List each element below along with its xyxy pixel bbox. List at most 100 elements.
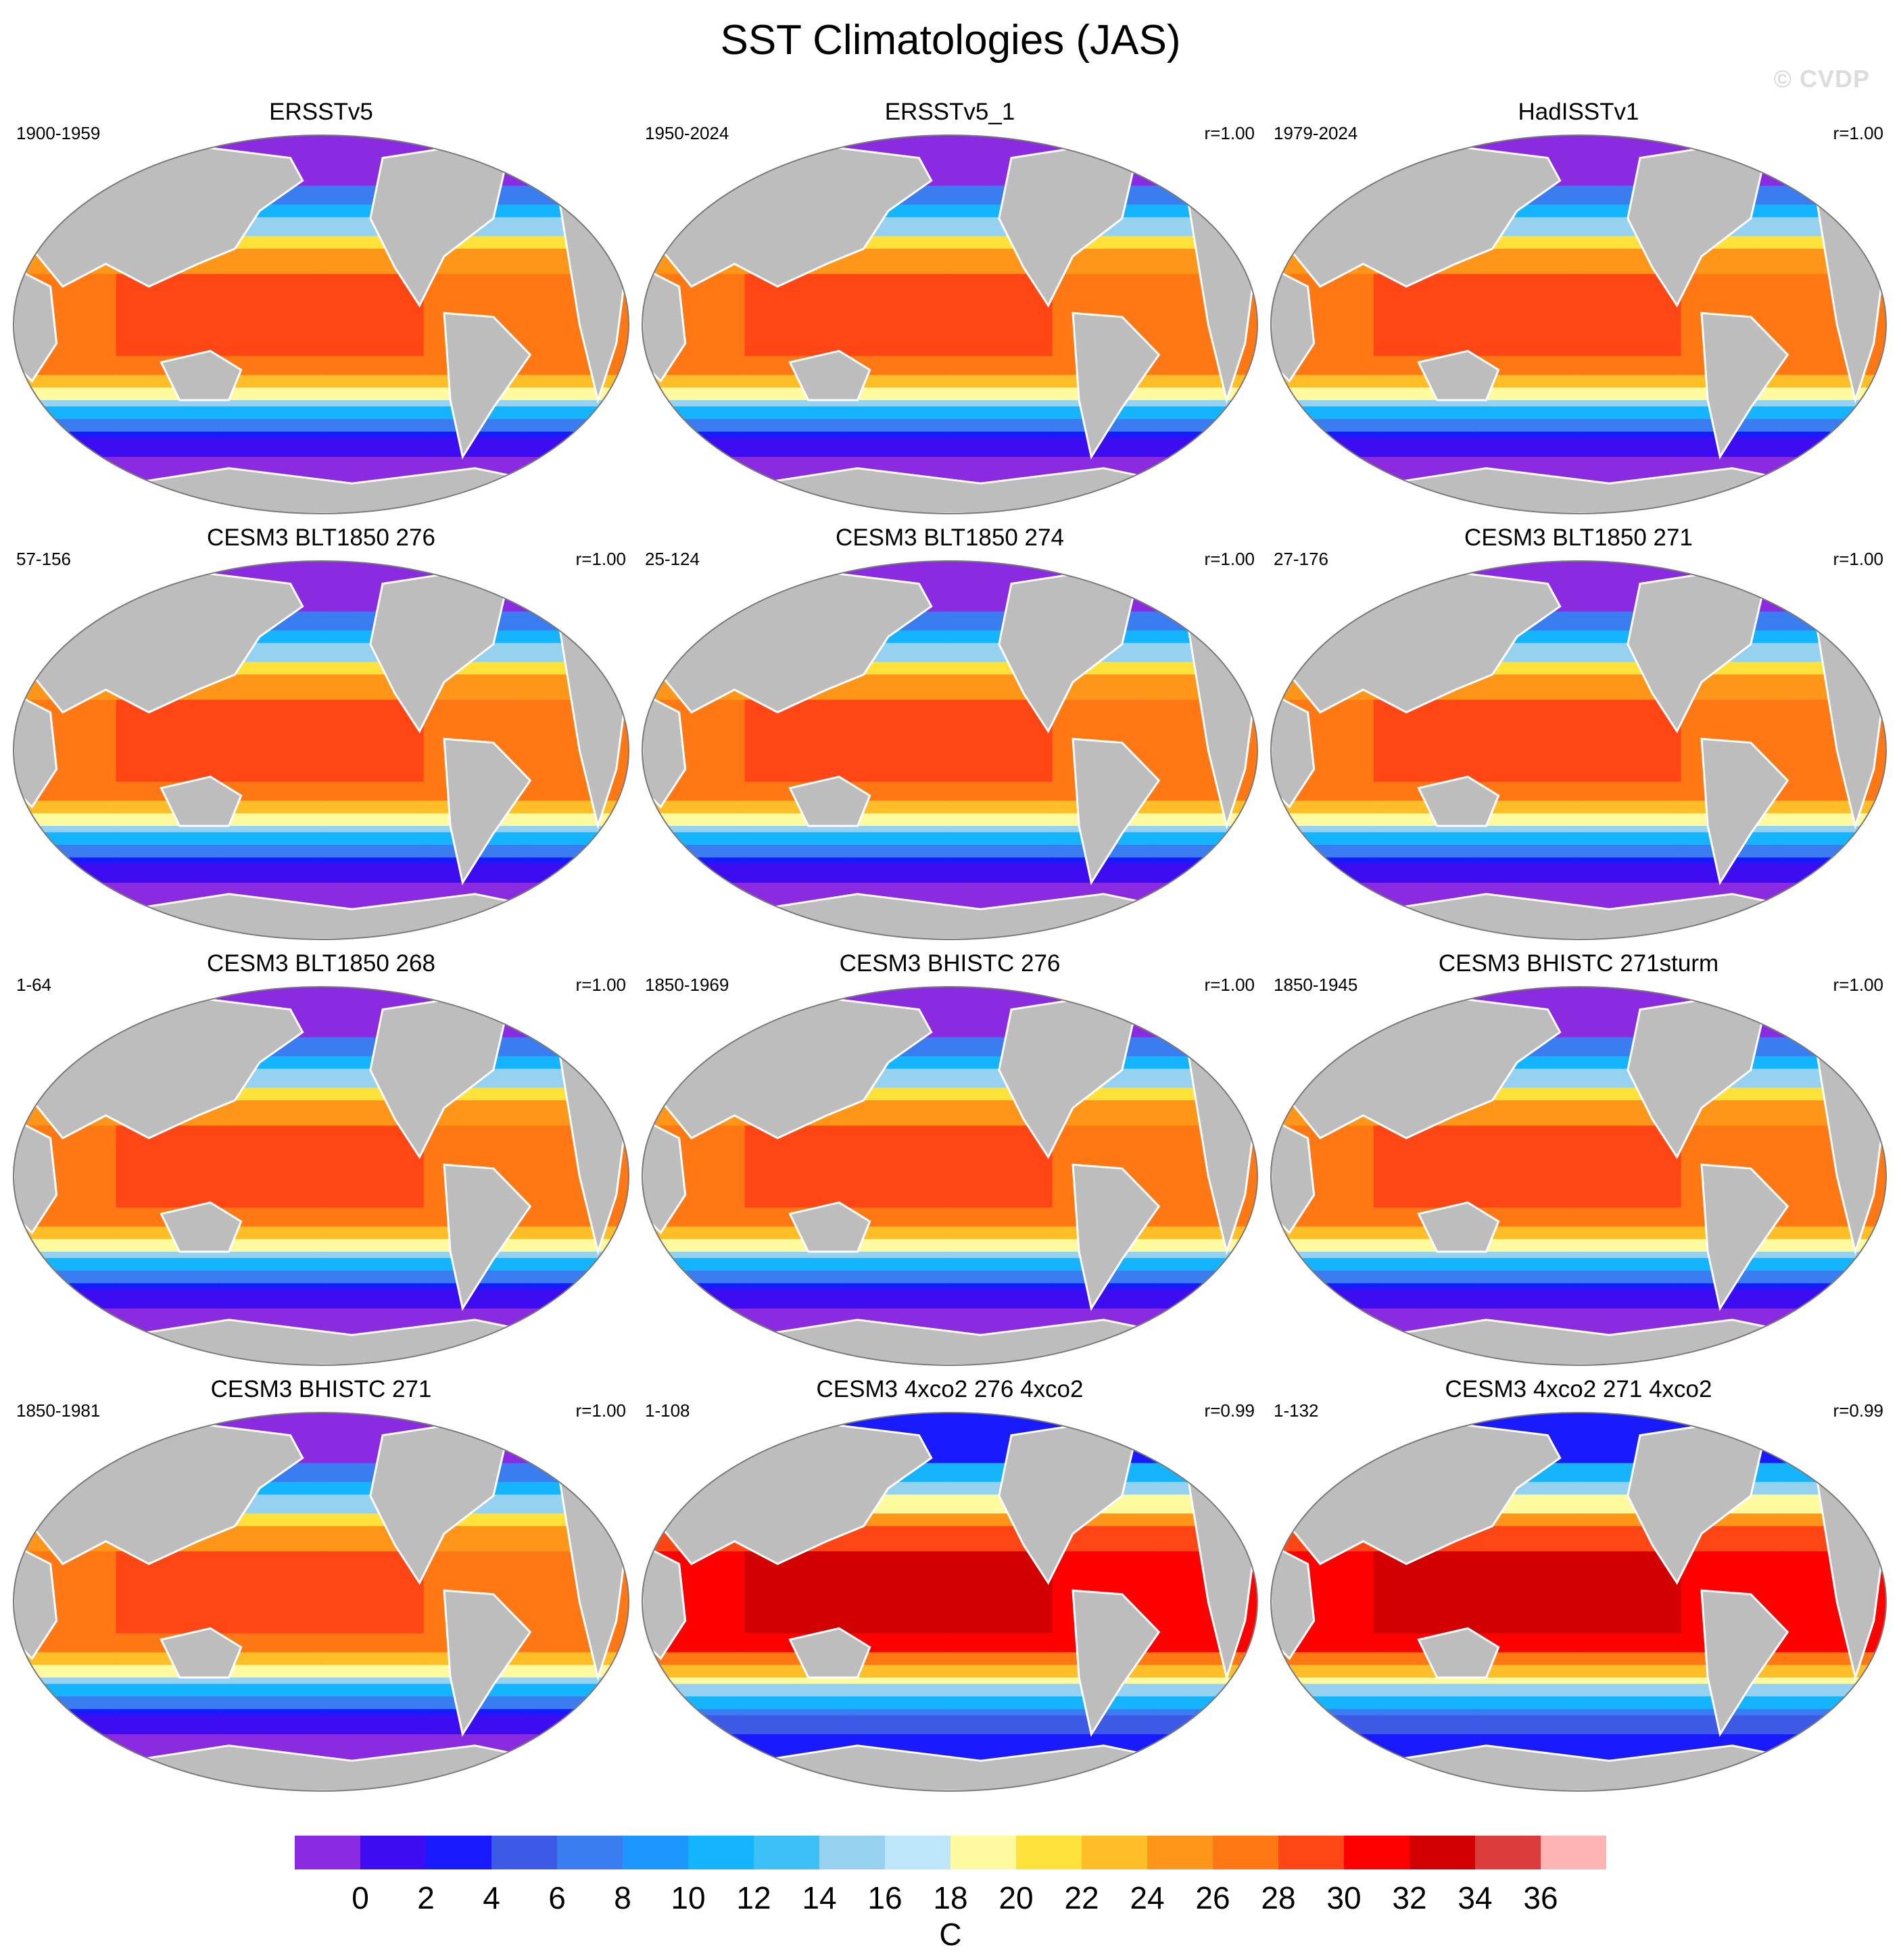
- sst-band: [1783, 1296, 1886, 1303]
- sst-band: [14, 819, 117, 827]
- sst-band: [218, 1182, 322, 1190]
- sst-band: [1155, 1006, 1257, 1013]
- sst-band: [642, 387, 746, 395]
- sst-band: [847, 305, 950, 313]
- sst-band: [14, 788, 117, 795]
- sst-band: [642, 743, 746, 751]
- sst-band: [1579, 255, 1682, 262]
- sst-band: [744, 1595, 848, 1602]
- sst-band: [1373, 393, 1477, 401]
- sst-band: [14, 933, 117, 939]
- sst-band: [1271, 1290, 1374, 1297]
- sst-band: [950, 1012, 1053, 1019]
- sst-band: [423, 712, 527, 720]
- sst-band: [950, 349, 1053, 357]
- sst-band: [1579, 1176, 1682, 1183]
- sst-band: [642, 1150, 746, 1158]
- sst-band: [218, 1119, 322, 1127]
- sst-band: [1783, 1327, 1886, 1335]
- sst-band: [321, 813, 425, 820]
- sst-band: [218, 1513, 322, 1521]
- sst-band: [526, 330, 629, 338]
- land-mass: [14, 266, 58, 383]
- sst-band: [1681, 255, 1785, 262]
- sst-band: [642, 173, 746, 180]
- sst-band: [218, 857, 322, 864]
- sst-band: [1373, 1702, 1477, 1710]
- sst-band: [642, 1233, 746, 1240]
- sst-band: [1476, 1138, 1579, 1146]
- sst-band: [642, 712, 746, 720]
- sst-band: [642, 293, 746, 300]
- sst-band: [14, 993, 117, 1000]
- sst-band: [1579, 1302, 1682, 1309]
- sst-band: [1271, 1696, 1374, 1704]
- sst-band: [950, 580, 1053, 587]
- sst-band: [847, 1621, 950, 1628]
- sst-band: [1783, 185, 1886, 193]
- sst-band: [847, 993, 950, 1000]
- sst-band: [1155, 1715, 1257, 1723]
- sst-band: [1579, 1182, 1682, 1190]
- sst-band: [526, 870, 629, 877]
- sst-band: [1579, 368, 1682, 376]
- sst-band: [1373, 987, 1477, 994]
- sst-band: [1579, 166, 1682, 174]
- sst-band: [14, 438, 117, 445]
- sst-band: [847, 1150, 950, 1158]
- sst-band: [1476, 1545, 1579, 1552]
- sst-band: [14, 1633, 117, 1640]
- sst-band: [1155, 1214, 1257, 1221]
- sst-band: [1476, 1665, 1579, 1672]
- sst-band: [1579, 1044, 1682, 1051]
- sst-band: [14, 1258, 117, 1265]
- sst-band: [950, 870, 1053, 877]
- sst-band: [321, 832, 425, 839]
- sst-band: [1783, 630, 1886, 637]
- sst-band: [321, 154, 425, 162]
- sst-band: [1155, 895, 1257, 902]
- sst-band: [1155, 838, 1257, 846]
- sst-band: [1271, 1176, 1374, 1183]
- sst-band: [321, 185, 425, 193]
- sst-band: [321, 223, 425, 230]
- sst-band: [321, 725, 425, 732]
- land-mass: [788, 1201, 871, 1253]
- sst-band: [1476, 393, 1579, 401]
- sst-band: [14, 908, 117, 915]
- sst-band: [950, 330, 1053, 338]
- sst-band: [526, 1358, 629, 1365]
- sst-band: [1579, 236, 1682, 243]
- sst-band: [423, 1564, 527, 1571]
- sst-band: [744, 1358, 848, 1365]
- sst-band: [1476, 293, 1579, 300]
- sst-band: [1681, 1721, 1785, 1729]
- sst-band: [950, 1245, 1053, 1252]
- sst-band: [1476, 794, 1579, 802]
- sst-band: [744, 756, 848, 764]
- sst-band: [1052, 249, 1156, 256]
- sst-band: [14, 1169, 117, 1177]
- sst-band: [321, 1507, 425, 1515]
- sst-band: [321, 750, 425, 758]
- sst-band: [14, 1583, 117, 1590]
- sst-band: [1783, 507, 1886, 514]
- sst-band: [1681, 1150, 1785, 1158]
- sst-band: [14, 393, 117, 401]
- sst-map: [1270, 1412, 1887, 1792]
- sst-band: [1579, 223, 1682, 230]
- land-mass: [1700, 1163, 1789, 1311]
- sst-band: [1783, 160, 1886, 168]
- sst-band: [1155, 1759, 1257, 1767]
- sst-band: [1681, 293, 1785, 300]
- sst-band: [950, 1195, 1053, 1202]
- sst-band: [1783, 750, 1886, 758]
- sst-band: [1271, 1308, 1374, 1316]
- sst-band: [218, 693, 322, 701]
- sst-band: [1271, 501, 1374, 508]
- map-outline: [1270, 134, 1887, 514]
- sst-band: [1052, 870, 1156, 877]
- sst-band: [1783, 463, 1886, 470]
- sst-band: [218, 1690, 322, 1697]
- map-panel: CESM3 BLT1850 274 25-124 r=1.00: [635, 524, 1264, 950]
